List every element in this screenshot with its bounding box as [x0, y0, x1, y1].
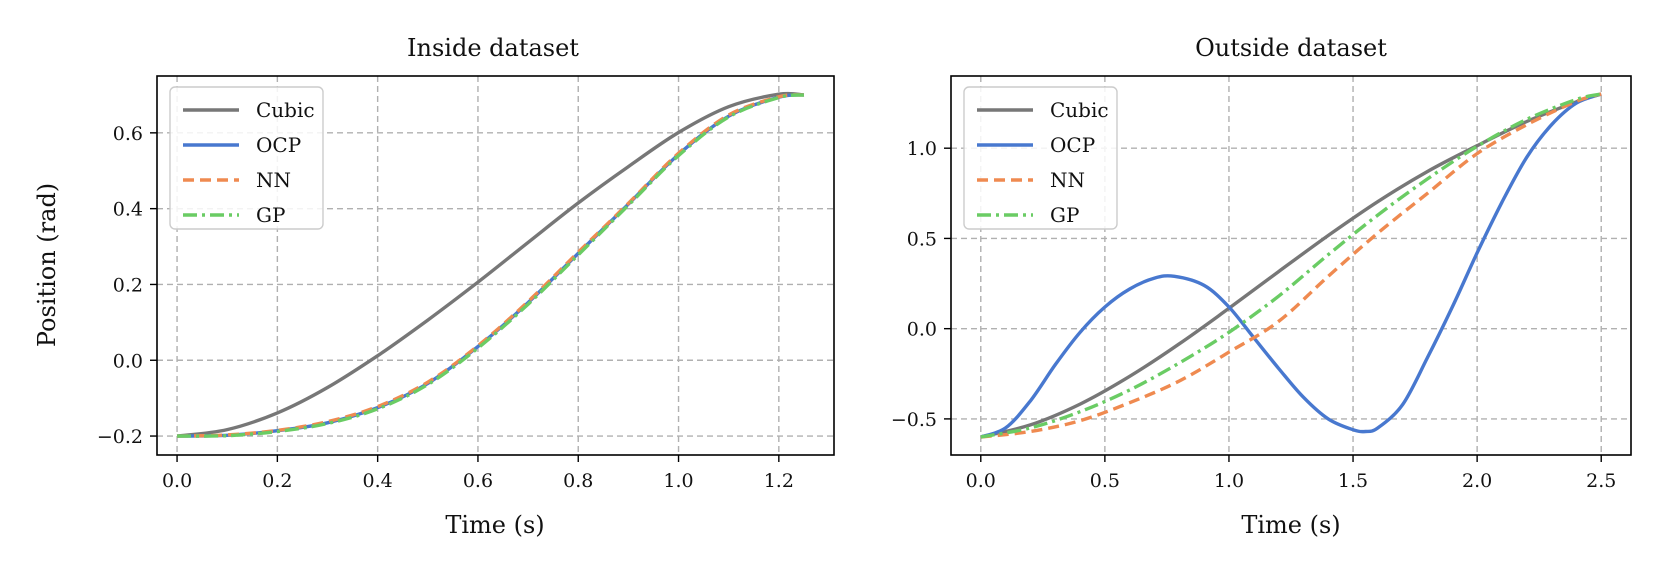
series-outside — [980, 92, 1602, 439]
series-line-ocp — [980, 92, 1602, 439]
y-tick-label: 1.0 — [907, 138, 937, 160]
x-tick-label: 0.5 — [1090, 470, 1120, 492]
x-tick-label: 2.0 — [1462, 470, 1492, 492]
legend-box — [963, 86, 1118, 230]
y-axis-title-inside: Position (rad) — [33, 183, 61, 347]
legend-label-cubic: Cubic — [256, 98, 315, 122]
x-tick-label: 0.4 — [363, 470, 393, 492]
y-tick-label: 0.2 — [113, 274, 143, 296]
y-tick-label: 0.5 — [907, 228, 937, 250]
ticks-inside: 0.0 0.2 0.4 0.6 0.8 1.0 1.2 −0.2 0.0 0.2 0.4 0.6 — [97, 123, 794, 492]
x-axis-title-inside: Time (s) — [445, 511, 544, 539]
y-tick-label: −0.2 — [97, 426, 143, 448]
legend-outside: Cubic OCP NN GP — [963, 86, 1118, 230]
series-line-cubic — [980, 92, 1602, 439]
x-tick-label: 0.0 — [162, 470, 192, 492]
y-tick-label: 0.6 — [113, 123, 143, 145]
legend-box — [169, 86, 324, 230]
x-tick-label: 0.0 — [966, 470, 996, 492]
x-tick-label: 2.5 — [1586, 470, 1616, 492]
x-tick-label: 1.0 — [1214, 470, 1244, 492]
subplot-inside-dataset: Inside dataset 0.0 0.2 0.4 0.6 0.8 1.0 1.2 −0.2… — [33, 34, 835, 539]
x-tick-label: 1.5 — [1338, 470, 1368, 492]
legend-label-nn: NN — [1050, 168, 1085, 192]
x-tick-label: 1.2 — [764, 470, 794, 492]
legend-label-ocp: OCP — [1050, 133, 1095, 157]
axes-frame-outside — [950, 75, 1632, 456]
x-tick-label: 0.6 — [463, 470, 493, 492]
grid-outside — [951, 76, 1631, 455]
series-inside — [176, 91, 805, 438]
legend-inside: Cubic OCP NN GP — [169, 86, 324, 230]
legend-label-ocp: OCP — [256, 133, 301, 157]
series-line-gp — [980, 92, 1602, 439]
subplot-outside-dataset: Outside dataset 0.0 0.5 1.0 1.5 2.0 2.5−0.50.… — [891, 34, 1632, 539]
series-line-cubic — [176, 91, 805, 438]
subplot-title-inside: Inside dataset — [407, 34, 579, 62]
ticks-outside: 0.0 0.5 1.0 1.5 2.0 2.5 −0.5 0.0 0.5 1.0 — [891, 138, 1616, 492]
y-tick-label: 0.0 — [907, 319, 937, 341]
legend-label-gp: GP — [256, 203, 285, 227]
x-axis-title-outside: Time (s) — [1241, 511, 1340, 539]
subplot-title-outside: Outside dataset — [1195, 34, 1387, 62]
series-line-nn — [980, 92, 1602, 439]
series-line-gp — [177, 93, 805, 438]
legend-label-gp: GP — [1050, 203, 1079, 227]
x-tick-label: 0.8 — [563, 470, 593, 492]
x-tick-label: 0.2 — [262, 470, 292, 492]
x-tick-label: 1.0 — [663, 470, 693, 492]
y-tick-label: 0.4 — [113, 199, 143, 221]
legend-label-nn: NN — [256, 168, 291, 192]
legend-label-cubic: Cubic — [1050, 98, 1109, 122]
axes-frame-inside — [156, 75, 835, 456]
y-tick-label: −0.5 — [891, 409, 937, 431]
y-tick-label: 0.0 — [113, 350, 143, 372]
grid-inside — [157, 76, 834, 455]
